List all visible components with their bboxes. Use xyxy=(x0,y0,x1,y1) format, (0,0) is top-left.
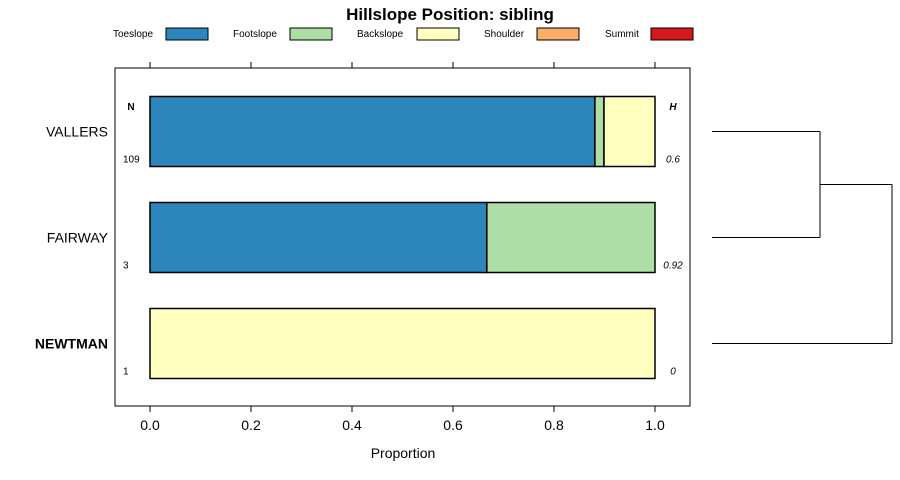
x-tick-label: 0.4 xyxy=(342,417,362,433)
x-axis-title: Proportion xyxy=(371,445,436,461)
bar-segment-footslope xyxy=(594,95,605,168)
legend-swatch xyxy=(289,27,333,41)
legend-swatch xyxy=(165,27,209,41)
n-value: 3 xyxy=(123,261,129,272)
legend-label: Shoulder xyxy=(484,29,525,40)
legend-label: Toeslope xyxy=(113,29,153,40)
bar-segment-toeslope xyxy=(149,95,596,168)
h-header: H xyxy=(669,102,677,113)
chart-title: Hillslope Position: sibling xyxy=(346,5,554,24)
labels: N H VALLERS 109 0.6 FAIRWAY 3 0.92 NEWTMAN 1 0 xyxy=(35,102,683,378)
legend-label: Backslope xyxy=(357,29,404,40)
h-value: 0.6 xyxy=(666,155,680,166)
legend-swatch xyxy=(650,27,694,41)
bar-segment-backslope xyxy=(603,95,656,168)
x-tick-label: 0.0 xyxy=(140,417,160,433)
legend: Toeslope Footslope Backslope Shoulder Summit xyxy=(113,27,694,41)
bars xyxy=(149,95,656,380)
x-tick-label: 1.0 xyxy=(645,417,665,433)
n-header: N xyxy=(127,102,134,113)
bar-segment-toeslope xyxy=(149,201,488,274)
legend-swatch xyxy=(536,27,580,41)
axes: 0.0 0.2 0.4 0.6 0.8 1.0 xyxy=(140,62,665,433)
n-value: 1 xyxy=(123,367,129,378)
x-tick-label: 0.2 xyxy=(241,417,261,433)
legend-swatch xyxy=(416,27,460,41)
h-value: 0.92 xyxy=(663,261,683,272)
x-tick-label: 0.6 xyxy=(443,417,463,433)
bar-segment-footslope xyxy=(486,201,656,274)
h-value: 0 xyxy=(670,367,676,378)
category-label: FAIRWAY xyxy=(47,230,109,246)
category-label: VALLERS xyxy=(46,124,108,140)
n-value: 109 xyxy=(123,155,140,166)
legend-label: Summit xyxy=(605,29,639,40)
bar-segment-backslope xyxy=(149,307,656,380)
category-label: NEWTMAN xyxy=(35,336,108,352)
x-tick-label: 0.8 xyxy=(544,417,564,433)
legend-label: Footslope xyxy=(233,29,277,40)
plot-panel xyxy=(114,67,691,407)
dendrogram xyxy=(712,131,893,344)
